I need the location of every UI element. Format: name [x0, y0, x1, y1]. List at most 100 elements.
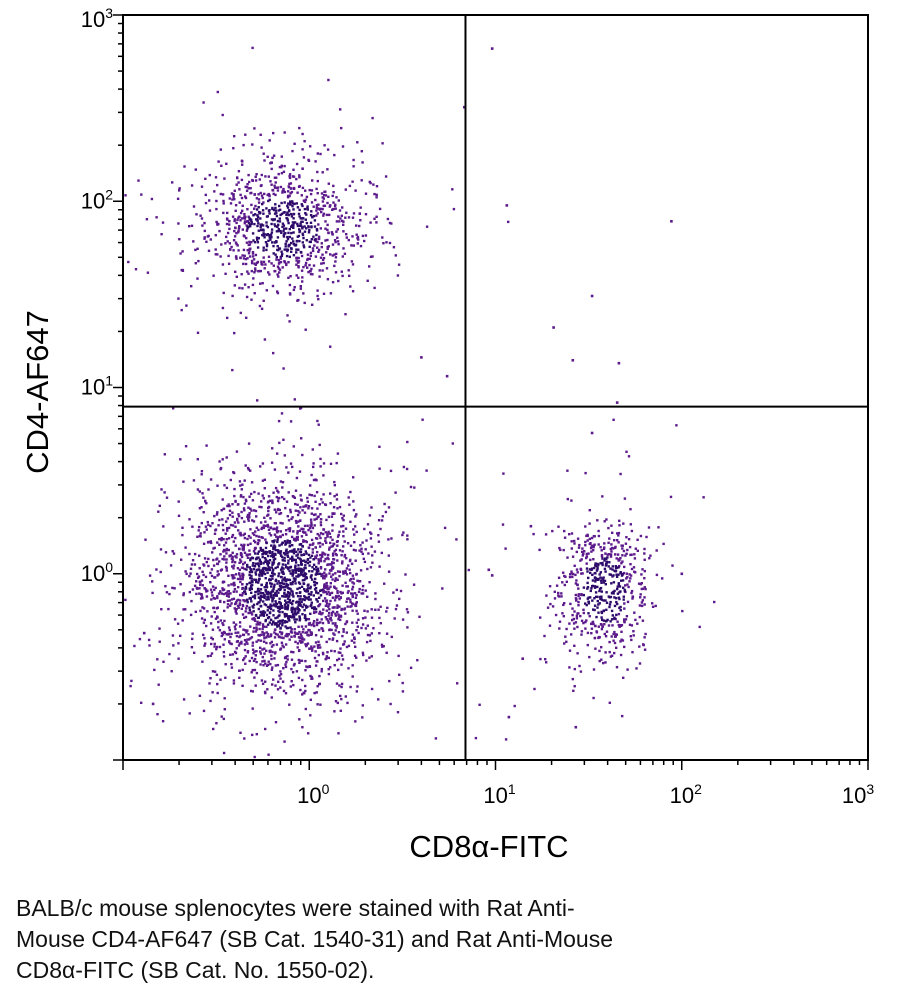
- data-point: [201, 606, 204, 609]
- data-point: [253, 533, 256, 536]
- data-point: [274, 684, 277, 687]
- data-point: [585, 562, 588, 565]
- data-point: [219, 590, 222, 594]
- data-point: [233, 494, 236, 498]
- data-point: [322, 493, 325, 496]
- data-point: [312, 594, 315, 597]
- data-point: [260, 679, 264, 682]
- data-point: [297, 509, 300, 513]
- data-point: [235, 556, 238, 559]
- data-point: [243, 657, 246, 660]
- data-point: [276, 688, 280, 691]
- data-point: [340, 654, 344, 657]
- data-point: [246, 629, 249, 632]
- data-point: [270, 590, 273, 594]
- data-point: [317, 250, 320, 253]
- data-point: [261, 553, 264, 556]
- data-point: [246, 270, 249, 273]
- data-point: [360, 179, 363, 182]
- data-point: [287, 245, 290, 248]
- data-point: [605, 608, 608, 611]
- data-point: [264, 175, 267, 178]
- data-point: [342, 223, 345, 226]
- data-point: [568, 575, 572, 579]
- data-point: [280, 582, 284, 585]
- data-point: [276, 225, 279, 228]
- data-point: [245, 607, 248, 610]
- data-point: [275, 527, 278, 531]
- data-point: [278, 544, 281, 547]
- data-point: [271, 574, 274, 578]
- data-point: [603, 546, 606, 549]
- data-point: [326, 585, 329, 588]
- data-point: [365, 539, 368, 542]
- data-point: [192, 240, 195, 243]
- data-point: [253, 597, 257, 600]
- data-point: [234, 609, 237, 612]
- data-point: [259, 546, 262, 550]
- data-point: [182, 592, 185, 595]
- data-point: [213, 190, 216, 193]
- data-point: [271, 552, 274, 556]
- data-point: [311, 649, 314, 652]
- data-point: [502, 472, 505, 475]
- data-point: [229, 592, 232, 595]
- data-point: [314, 513, 317, 516]
- data-point: [303, 595, 306, 598]
- caption-line: BALB/c mouse splenocytes were stained wi…: [16, 895, 575, 921]
- data-point: [212, 274, 215, 277]
- data-point: [425, 469, 428, 472]
- data-point: [237, 586, 240, 589]
- data-point: [276, 189, 280, 192]
- data-point: [223, 177, 226, 180]
- data-point: [356, 625, 359, 628]
- data-point: [289, 685, 292, 688]
- data-point: [209, 540, 212, 543]
- data-point: [260, 173, 263, 177]
- data-point: [280, 412, 284, 415]
- data-point: [281, 486, 284, 489]
- data-point: [302, 236, 305, 240]
- data-point: [257, 201, 261, 204]
- data-point: [235, 232, 238, 235]
- data-point: [280, 543, 283, 546]
- data-point: [418, 615, 421, 618]
- data-point: [275, 511, 278, 514]
- data-point: [285, 248, 288, 251]
- data-point: [277, 580, 280, 583]
- data-point: [605, 560, 608, 563]
- data-point: [306, 584, 309, 587]
- data-point: [336, 228, 339, 231]
- data-point: [597, 603, 600, 606]
- data-point: [339, 651, 342, 654]
- data-point: [247, 220, 250, 223]
- data-point: [617, 583, 621, 586]
- data-point: [244, 498, 248, 501]
- data-point: [314, 500, 317, 503]
- data-point: [214, 586, 217, 590]
- data-point: [299, 217, 302, 220]
- data-point: [306, 561, 310, 565]
- data-point: [310, 677, 313, 680]
- data-point: [628, 623, 632, 626]
- data-point: [202, 511, 205, 514]
- data-point: [304, 218, 307, 221]
- data-point: [306, 589, 310, 593]
- data-point: [343, 607, 347, 610]
- data-point: [279, 552, 282, 555]
- data-point: [274, 664, 277, 667]
- data-point: [315, 204, 319, 207]
- data-point: [598, 602, 601, 605]
- data-point: [178, 187, 181, 190]
- data-point: [591, 579, 595, 582]
- data-point: [273, 212, 277, 215]
- data-point: [346, 605, 349, 608]
- data-point: [325, 581, 328, 585]
- data-point: [613, 617, 616, 620]
- data-point: [279, 626, 282, 630]
- data-point: [316, 532, 319, 536]
- data-point: [340, 554, 343, 557]
- data-point: [594, 647, 597, 650]
- data-point: [626, 583, 629, 586]
- data-point: [282, 235, 286, 238]
